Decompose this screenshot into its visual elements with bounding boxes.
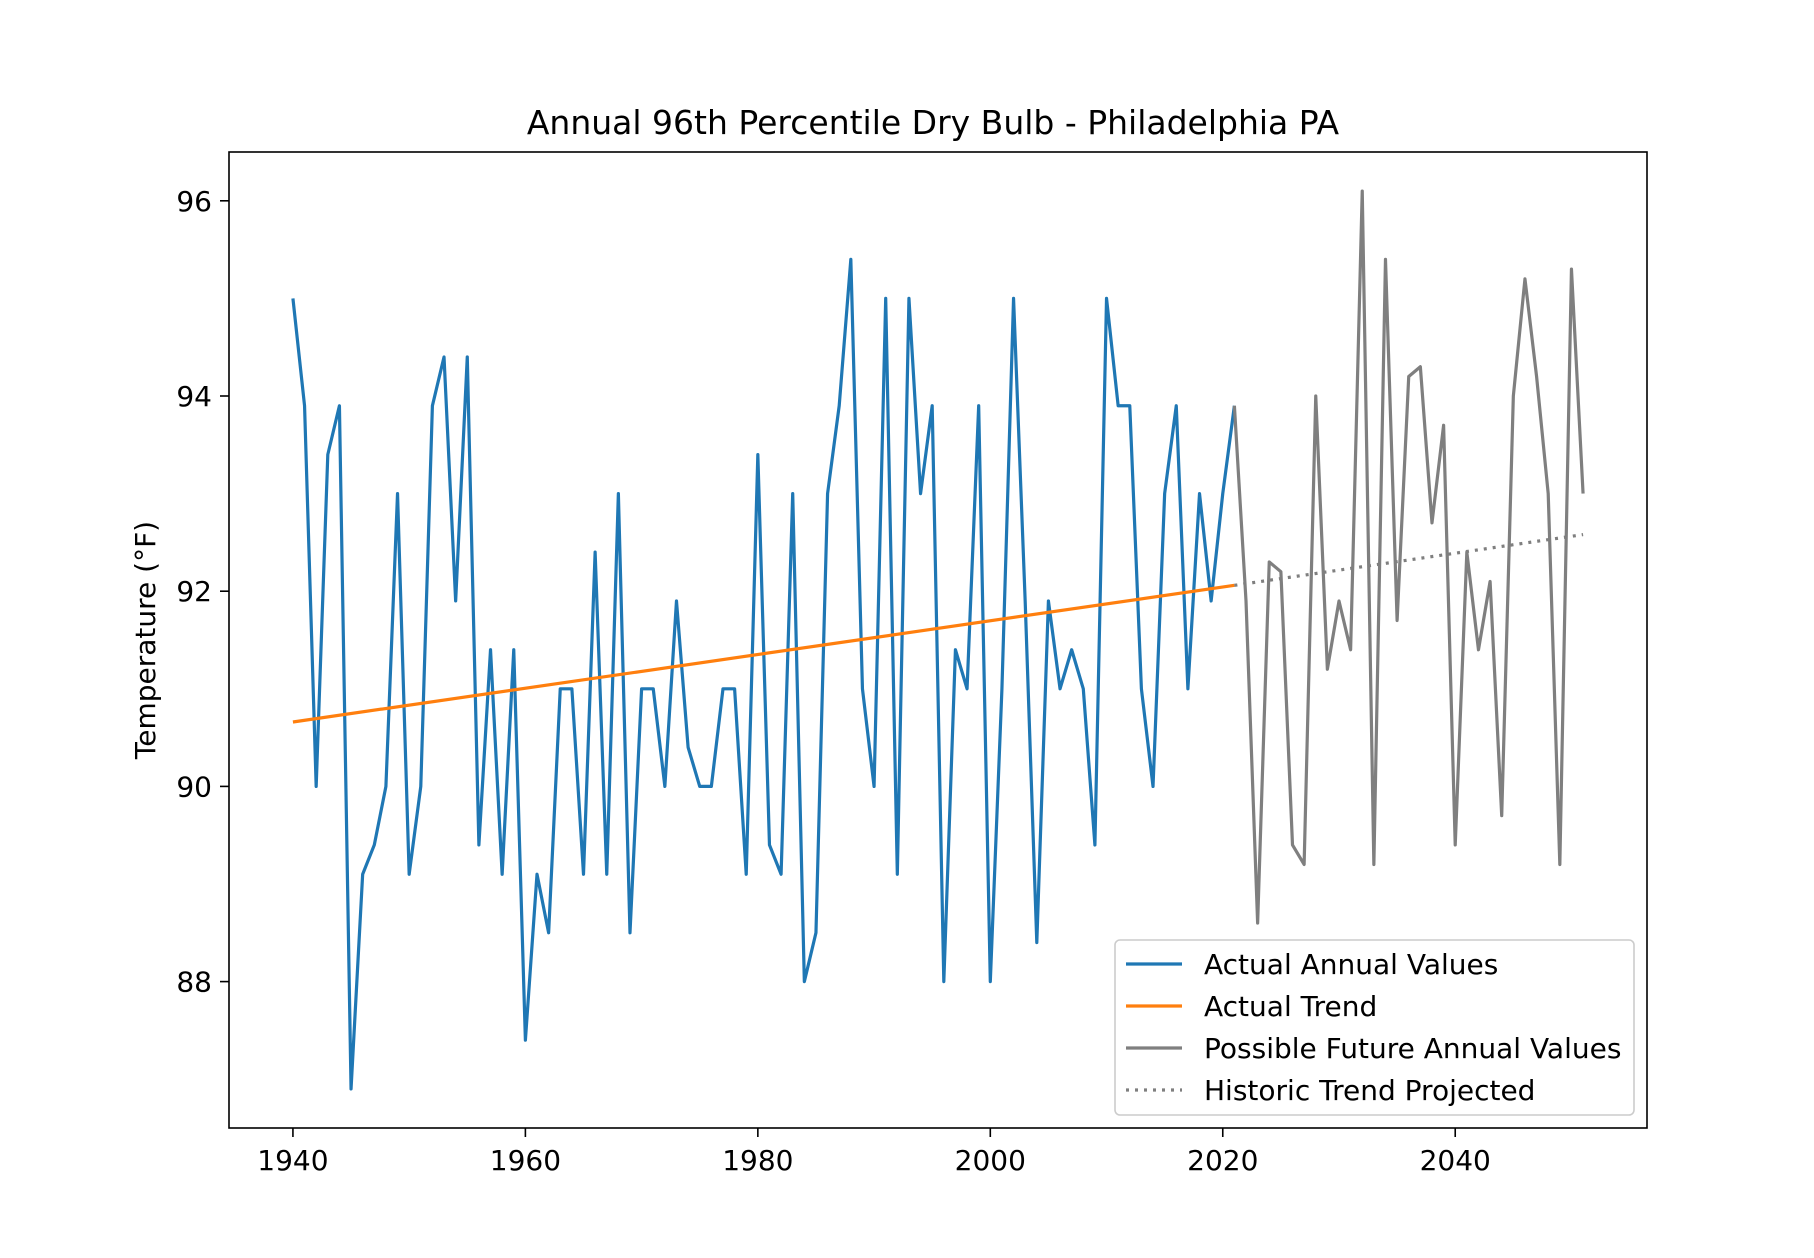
series-line-0 (291, 257, 1236, 1091)
y-tick-label: 88 (176, 966, 212, 999)
series-line-1 (292, 583, 1235, 724)
x-tick-label: 2000 (955, 1144, 1026, 1177)
y-tick-label: 96 (176, 185, 212, 218)
x-tick-label: 2040 (1420, 1144, 1491, 1177)
y-axis-title: Temperature (°F) (129, 521, 162, 760)
y-tick-label: 94 (176, 380, 212, 413)
legend-label-0: Actual Annual Values (1204, 948, 1498, 981)
legend-box (1114, 939, 1635, 1116)
x-tick-label: 2020 (1187, 1144, 1258, 1177)
plot-frame (228, 151, 1648, 1129)
y-tick-label: 90 (176, 770, 212, 803)
x-tick-label: 1940 (257, 1144, 328, 1177)
series-line-2 (1232, 189, 1585, 925)
legend-label-3: Historic Trend Projected (1204, 1074, 1535, 1107)
plot-layer: 1940 1960 1980 2000 2020 2040 88 90 92 94 96 (176, 151, 1648, 1177)
x-tick-label: 1960 (490, 1144, 561, 1177)
x-tick-label: 1980 (722, 1144, 793, 1177)
chart-title: Annual 96th Percentile Dry Bulb - Philad… (527, 103, 1340, 142)
legend-label-2: Possible Future Annual Values (1204, 1032, 1621, 1065)
legend-label-1: Actual Trend (1204, 990, 1377, 1023)
legend: Actual Annual Values Actual Trend Possible… (1114, 939, 1635, 1116)
y-tick-label: 92 (176, 575, 212, 608)
